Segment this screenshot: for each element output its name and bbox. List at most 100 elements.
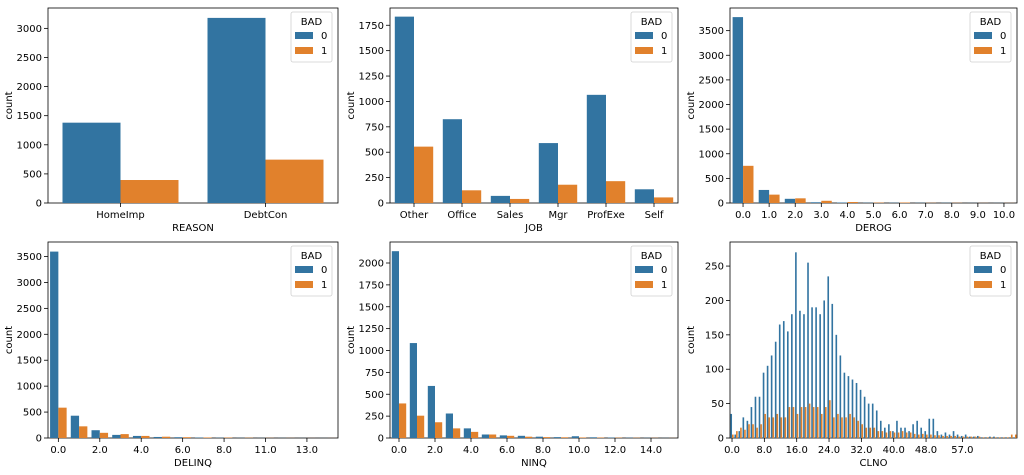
bar-bad-0 [968,436,971,438]
bar-bad-0 [62,122,121,203]
legend: BAD 0 1 [969,245,1012,297]
legend-swatch-0 [635,32,653,39]
bar-bad-1 [946,435,948,438]
bar-bad-1 [752,424,754,438]
legend-swatch-0 [635,266,653,273]
bar-bad-1 [849,413,851,438]
bar-bad-1 [905,432,908,438]
bar-bad-1 [772,417,775,438]
legend-swatch-1 [635,47,653,54]
bar-bad-0 [394,16,414,203]
y-tick-label: 500 [365,390,384,401]
legend: BAD 0 1 [290,245,333,297]
x-axis-label: DEROG [855,223,892,234]
bar-bad-0 [815,307,817,438]
bar-bad-1 [120,434,129,438]
bar-bad-0 [867,403,870,438]
bar-bad-0 [972,436,975,438]
legend-title: BAD [301,251,323,262]
bar-bad-0 [976,435,979,438]
bar-bad-0 [956,434,959,438]
bar-bad-1 [743,165,754,203]
x-tick-label: 8.0 [216,445,232,456]
bar-bad-0 [1013,437,1015,438]
bar-bad-0 [863,396,866,438]
y-tick-label: 50 [711,399,724,410]
x-tick-label: DebtCon [244,210,288,221]
bar-bad-0 [924,431,927,438]
bar-bad-0 [831,303,834,438]
chart-panel-delinq: 0 500 1000 1500 2000 2500 3000 3500 count DELINQ 0… [4,241,339,469]
legend-swatch-1 [974,47,992,54]
bar-bad-1 [978,436,981,438]
chart-panel-clno: 0 50 100 150 200 250 count CLNO 0.0 8.0 16.0 24.0 32… [686,241,1018,469]
bar-bad-1 [853,417,855,438]
bar-bad-1 [841,417,843,438]
bar-bad-1 [99,432,109,438]
bar-bad-0 [517,435,525,438]
bar-bad-1 [869,427,872,438]
bar-bad-0 [463,428,471,438]
x-tick-label: 32.0 [850,445,872,456]
y-tick-label: 2500 [699,75,724,86]
legend-swatch-1 [635,281,653,288]
y-tick-label: 1500 [17,111,42,122]
bar-bad-0 [770,355,773,438]
legend-title: BAD [980,17,1002,28]
y-tick-label: 3500 [17,252,42,263]
bar-bad-1 [606,181,626,203]
bar-bad-1 [986,437,989,438]
bar-bad-0 [936,431,939,438]
bar-bad-0 [535,436,543,438]
bar-bad-1 [784,417,787,438]
axes-frame [47,7,339,204]
x-tick-label: 10.0 [993,210,1015,221]
y-tick-label: 0 [378,199,384,210]
bar-bad-1 [120,180,179,203]
bar-bad-0 [738,431,741,438]
legend-label-1: 1 [321,280,327,291]
bar-bad-1 [913,433,916,438]
y-tick-label: 1750 [359,280,384,291]
y-tick-label: 2000 [17,82,42,93]
y-tick-label: 0 [718,434,724,445]
y-tick-label: 2000 [359,259,384,270]
bar-bad-1 [982,437,985,438]
bar-bad-1 [79,426,88,438]
x-tick-label: 48.0 [915,445,937,456]
bar-bad-1 [954,435,956,438]
y-tick-label: 3000 [17,24,42,35]
bar-bad-0 [586,94,606,203]
bar-bad-1 [808,403,811,438]
bar-bad-1 [58,407,67,438]
x-tick-label: 10.0 [568,445,590,456]
bar-bad-1 [970,436,973,438]
y-tick-label: 1000 [699,149,724,160]
y-tick-label: 0 [36,434,42,445]
x-tick-label: 2.0 [427,445,443,456]
legend: BAD 0 1 [630,245,673,297]
y-tick-label: 1000 [17,382,42,393]
bar-bad-0 [499,435,507,438]
x-tick-label: 13.0 [296,445,318,456]
bar-bad-0 [900,427,902,438]
legend-swatch-1 [295,281,313,288]
y-tick-label: 500 [705,174,724,185]
bar-bad-0 [811,307,813,438]
bar-bad-0 [888,424,890,438]
bar-bad-1 [471,431,479,438]
bar-bad-0 [960,435,963,438]
x-tick-label: 14.0 [640,445,662,456]
legend-label-0: 0 [321,31,327,42]
bar-bad-0 [774,341,777,438]
bar-bad-1 [873,427,876,438]
bar-bad-1 [994,437,997,438]
legend-title: BAD [641,17,663,28]
x-tick-label: 8.0 [535,445,551,456]
bar-bad-1 [510,198,530,203]
legend-label-0: 0 [661,31,667,42]
bar-bad-0 [823,300,825,438]
bar-bad-0 [896,420,898,438]
legend-label-0: 0 [1000,265,1006,276]
x-axis-label: CLNO [860,458,888,469]
